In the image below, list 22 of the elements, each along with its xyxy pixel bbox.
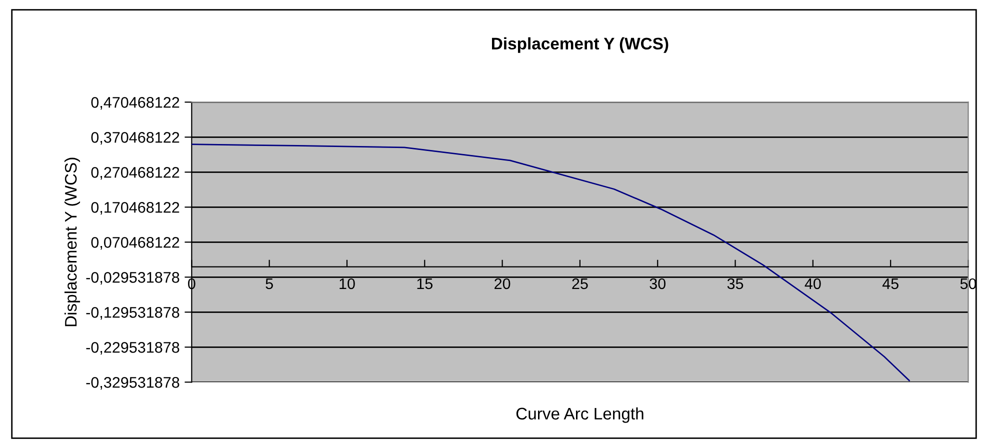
y-tick-label: 0,170468122 xyxy=(91,202,180,215)
x-tick-label: 5 xyxy=(266,278,273,290)
x-tick-label: 50 xyxy=(960,278,976,290)
y-tick-label: 0,270468122 xyxy=(91,167,180,180)
x-tick-label: 15 xyxy=(417,278,432,290)
y-tick-label: -0,029531878 xyxy=(86,272,180,285)
x-tick-label: 10 xyxy=(340,278,355,290)
y-tick-label: 0,070468122 xyxy=(91,237,180,250)
x-tick-label: 40 xyxy=(804,278,821,290)
x-tick-label: 25 xyxy=(572,278,588,290)
x-axis-title: Curve Arc Length xyxy=(516,407,644,423)
x-tick-label: 20 xyxy=(494,278,510,290)
y-tick-label: -0,229531878 xyxy=(86,342,180,355)
y-tick-label: 0,470468122 xyxy=(91,97,180,110)
y-axis-title: Displacement Y (WCS) xyxy=(64,158,80,326)
y-tick-label: -0,329531878 xyxy=(86,377,180,390)
x-tick-label: 45 xyxy=(882,278,898,290)
y-tick-label: 0,370468122 xyxy=(91,132,180,145)
chart-title: Displacement Y (WCS) xyxy=(492,37,668,53)
x-tick-label: 30 xyxy=(650,278,666,290)
y-tick-label: -0,129531878 xyxy=(86,307,180,320)
x-tick-label: 35 xyxy=(727,278,744,290)
